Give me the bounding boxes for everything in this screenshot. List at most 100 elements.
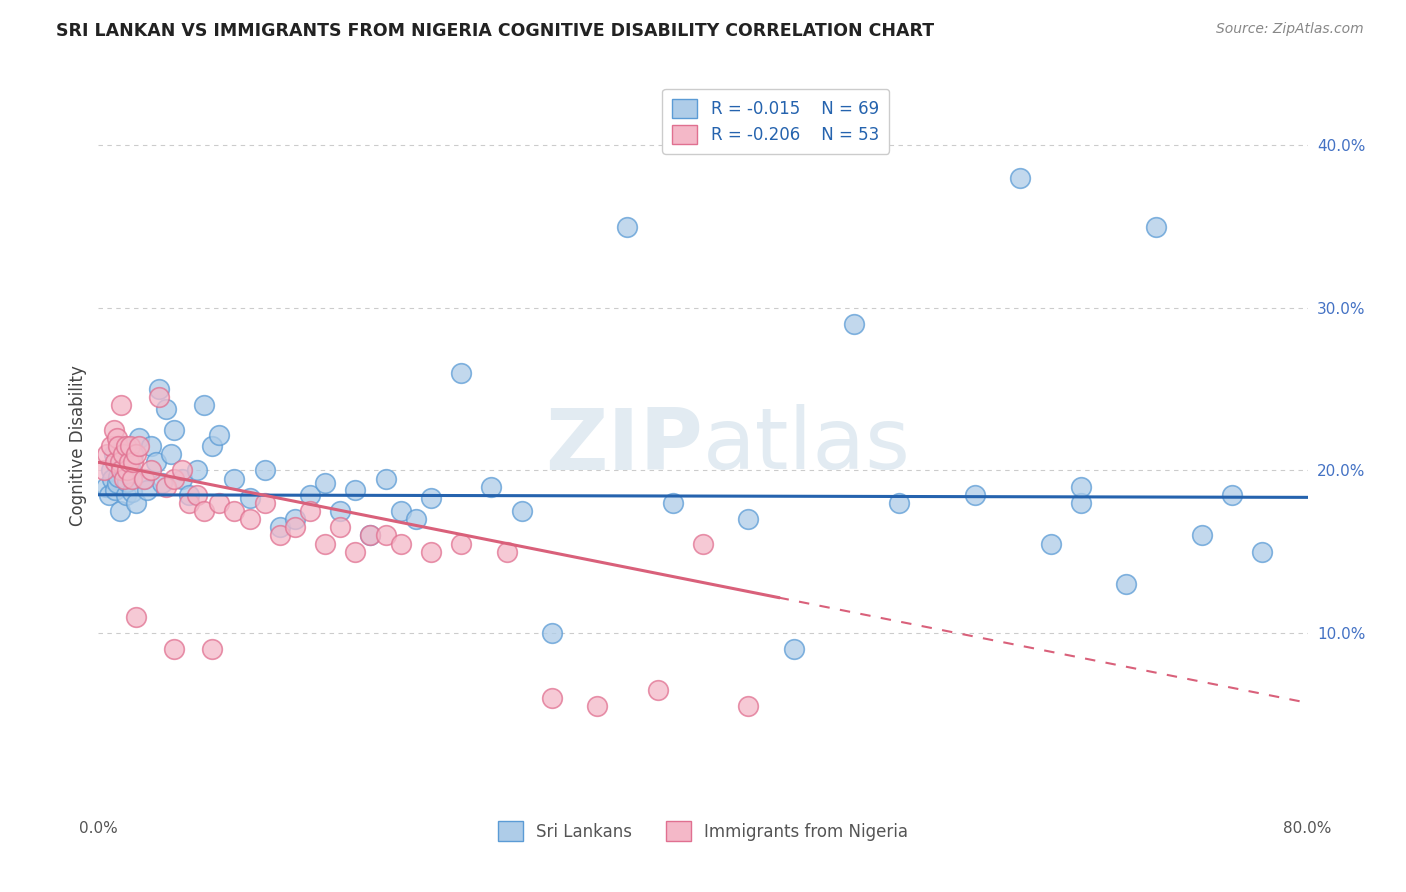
Point xyxy=(1191,528,1213,542)
Point xyxy=(647,682,669,697)
Point xyxy=(163,642,186,657)
Point xyxy=(122,447,145,461)
Point xyxy=(360,528,382,542)
Point xyxy=(100,439,122,453)
Text: Source: ZipAtlas.com: Source: ZipAtlas.com xyxy=(1216,22,1364,37)
Point xyxy=(299,488,322,502)
Point xyxy=(540,690,562,705)
Point xyxy=(105,431,128,445)
Point xyxy=(170,471,193,485)
Point xyxy=(115,463,138,477)
Point xyxy=(389,504,412,518)
Point xyxy=(224,471,246,485)
Point xyxy=(344,483,367,497)
Point xyxy=(420,544,443,558)
Point xyxy=(1144,219,1167,234)
Point xyxy=(163,423,186,437)
Point xyxy=(540,626,562,640)
Point xyxy=(329,520,352,534)
Point xyxy=(120,439,142,453)
Point xyxy=(193,398,215,412)
Point xyxy=(889,496,911,510)
Point xyxy=(1039,536,1062,550)
Point xyxy=(586,699,609,714)
Point xyxy=(103,447,125,461)
Point xyxy=(110,398,132,412)
Point xyxy=(148,382,170,396)
Point xyxy=(107,470,129,484)
Point xyxy=(284,512,307,526)
Point xyxy=(661,496,683,510)
Point xyxy=(208,427,231,442)
Point xyxy=(155,401,177,416)
Point xyxy=(94,480,117,494)
Point xyxy=(495,544,517,558)
Point xyxy=(141,439,163,453)
Point xyxy=(450,536,472,550)
Text: ZIP: ZIP xyxy=(546,404,703,488)
Point xyxy=(128,439,150,453)
Point xyxy=(269,520,291,534)
Point xyxy=(737,699,759,714)
Point xyxy=(170,463,193,477)
Point xyxy=(145,455,167,469)
Point xyxy=(450,366,472,380)
Point xyxy=(105,476,128,491)
Point xyxy=(360,528,382,542)
Point xyxy=(110,455,132,469)
Point xyxy=(193,504,215,518)
Point xyxy=(389,536,412,550)
Point xyxy=(112,471,135,485)
Point xyxy=(201,642,224,657)
Point xyxy=(114,439,136,453)
Point xyxy=(104,455,127,469)
Point xyxy=(1115,577,1137,591)
Point xyxy=(299,504,322,518)
Point xyxy=(118,455,141,469)
Point xyxy=(783,642,806,657)
Point xyxy=(120,460,142,475)
Point xyxy=(108,455,131,469)
Point xyxy=(844,317,866,331)
Point xyxy=(239,491,262,505)
Point xyxy=(125,447,148,461)
Point xyxy=(100,463,122,477)
Point xyxy=(1070,480,1092,494)
Text: atlas: atlas xyxy=(703,404,911,488)
Y-axis label: Cognitive Disability: Cognitive Disability xyxy=(69,366,87,526)
Point xyxy=(1220,488,1243,502)
Point xyxy=(405,512,427,526)
Point xyxy=(93,463,115,477)
Point xyxy=(125,496,148,510)
Point xyxy=(132,471,155,485)
Point xyxy=(125,609,148,624)
Point xyxy=(481,480,503,494)
Point xyxy=(239,512,262,526)
Point xyxy=(96,447,118,461)
Point xyxy=(101,471,124,485)
Point xyxy=(420,491,443,505)
Point xyxy=(284,520,307,534)
Point xyxy=(160,447,183,461)
Point xyxy=(329,504,352,518)
Point xyxy=(110,463,132,477)
Point xyxy=(103,423,125,437)
Point xyxy=(121,484,143,499)
Point xyxy=(314,476,336,491)
Point xyxy=(155,480,177,494)
Point xyxy=(253,463,276,477)
Point xyxy=(107,439,129,453)
Point xyxy=(1251,544,1274,558)
Legend: Sri Lankans, Immigrants from Nigeria: Sri Lankans, Immigrants from Nigeria xyxy=(491,814,915,847)
Point xyxy=(208,496,231,510)
Point xyxy=(128,431,150,445)
Point xyxy=(150,476,173,491)
Point xyxy=(121,471,143,485)
Point xyxy=(186,463,208,477)
Point xyxy=(122,455,145,469)
Point xyxy=(224,504,246,518)
Point xyxy=(179,488,201,502)
Point xyxy=(98,488,121,502)
Point xyxy=(118,467,141,481)
Text: SRI LANKAN VS IMMIGRANTS FROM NIGERIA COGNITIVE DISABILITY CORRELATION CHART: SRI LANKAN VS IMMIGRANTS FROM NIGERIA CO… xyxy=(56,22,935,40)
